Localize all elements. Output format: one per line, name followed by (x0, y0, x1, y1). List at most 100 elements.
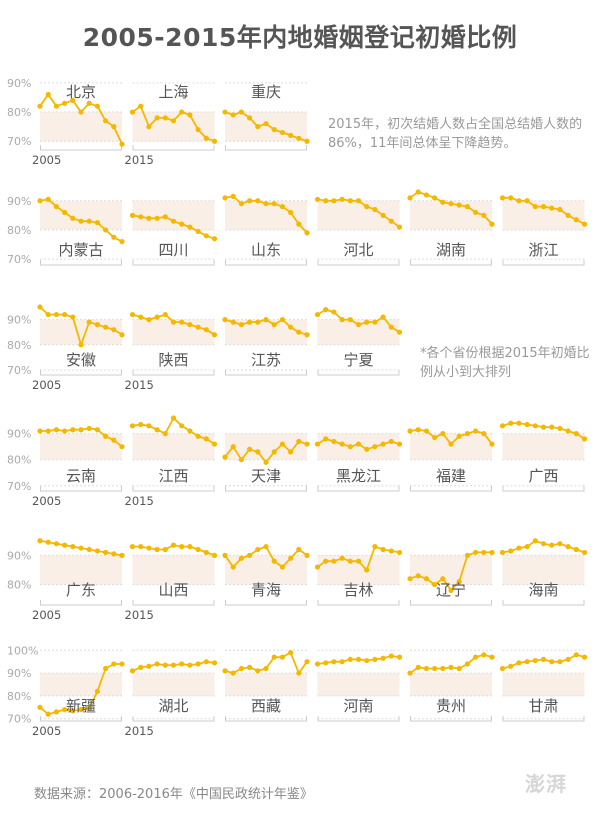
chart-row: 90% 80% 70% 云南 江西 天津 黑龙江 福建 广西 2005 2015 (7, 415, 588, 508)
chart-row: 90% 80% 广东 山西 青海 吉林 辽宁 海南 2005 2015 (7, 538, 588, 622)
data-point (94, 427, 100, 433)
data-point (179, 661, 185, 667)
panel-湖南: 湖南 (407, 189, 495, 266)
band-shade (317, 200, 400, 230)
panel-label: 北京 (66, 83, 96, 101)
data-point (103, 433, 109, 439)
data-point (396, 441, 403, 447)
data-point (288, 449, 294, 455)
data-point (549, 542, 555, 548)
data-point (372, 656, 378, 663)
data-point (323, 660, 329, 666)
panel-江西: 江西 (129, 415, 218, 492)
data-point (162, 115, 168, 121)
data-point (203, 233, 209, 239)
data-point (179, 319, 185, 325)
data-point (230, 319, 236, 325)
x-tick-label: 2015 (125, 153, 154, 167)
data-point (549, 424, 555, 430)
data-point (187, 544, 193, 550)
panel-label: 湖北 (158, 697, 188, 715)
data-point (78, 109, 84, 115)
panel-label: 新疆 (66, 697, 96, 715)
x-tick-label: 2015 (125, 378, 154, 392)
panel-label: 安徽 (66, 351, 96, 369)
data-point (573, 431, 579, 437)
panel-新疆: 新疆 (37, 649, 125, 722)
data-point (78, 545, 84, 551)
data-point (440, 576, 446, 582)
data-point (162, 662, 168, 668)
panel-海南: 海南 (499, 538, 588, 606)
panel-label: 西藏 (251, 697, 281, 715)
data-point (211, 236, 218, 242)
data-point (372, 544, 378, 550)
data-point (464, 552, 470, 558)
data-point (70, 215, 76, 221)
band-shade (40, 555, 122, 585)
panel-上海: 上海 (129, 82, 218, 151)
data-point (415, 573, 421, 579)
y-tick-label: 70% (7, 364, 31, 377)
data-point (103, 118, 109, 124)
data-point (304, 659, 310, 665)
data-point (138, 421, 144, 428)
data-point (103, 324, 109, 330)
data-point (263, 121, 269, 127)
data-point (119, 444, 125, 450)
data-point (195, 126, 201, 133)
data-point (355, 656, 362, 663)
data-point (464, 661, 470, 667)
data-point (481, 652, 487, 658)
panel-label: 江苏 (251, 351, 281, 369)
data-point (86, 546, 92, 553)
data-point (388, 324, 394, 330)
data-point (407, 195, 413, 201)
data-point (103, 549, 109, 556)
data-point (508, 663, 514, 669)
data-point (448, 664, 454, 670)
band-shade (410, 433, 492, 460)
data-point (499, 665, 506, 672)
data-point (238, 201, 244, 207)
y-tick-label: 100% (7, 644, 38, 657)
data-point (524, 659, 530, 665)
data-point (37, 428, 43, 434)
panel-福建: 福建 (407, 427, 495, 492)
data-point (111, 234, 117, 240)
data-point (238, 457, 244, 463)
panel-四川: 四川 (129, 200, 218, 266)
data-point (388, 218, 394, 224)
data-point (573, 652, 579, 658)
data-point (94, 548, 100, 554)
data-point (489, 441, 495, 447)
data-point (154, 115, 160, 121)
band-shade (40, 112, 122, 142)
data-point (263, 665, 269, 672)
panel-甘肃: 甘肃 (499, 649, 588, 722)
data-point (481, 549, 487, 556)
x-tick-label: 2015 (125, 724, 154, 738)
data-point (524, 421, 530, 428)
panel-河北: 河北 (314, 196, 403, 266)
data-point (45, 539, 51, 545)
data-point (111, 124, 117, 130)
data-point (532, 423, 538, 429)
data-point (255, 449, 261, 455)
data-point (170, 319, 177, 325)
y-tick-label: 80% (7, 224, 31, 237)
data-point (440, 665, 446, 672)
panel-label: 河南 (343, 697, 373, 715)
data-point (499, 549, 506, 556)
panel-贵州: 贵州 (407, 649, 495, 722)
data-point (230, 670, 236, 676)
data-point (423, 665, 429, 672)
data-point (565, 544, 571, 550)
data-point (314, 564, 321, 570)
data-point (565, 656, 571, 663)
x-tick-label: 2005 (32, 724, 61, 738)
data-point (448, 201, 454, 207)
data-point (380, 212, 386, 218)
data-point (45, 428, 51, 434)
data-point (255, 319, 261, 325)
